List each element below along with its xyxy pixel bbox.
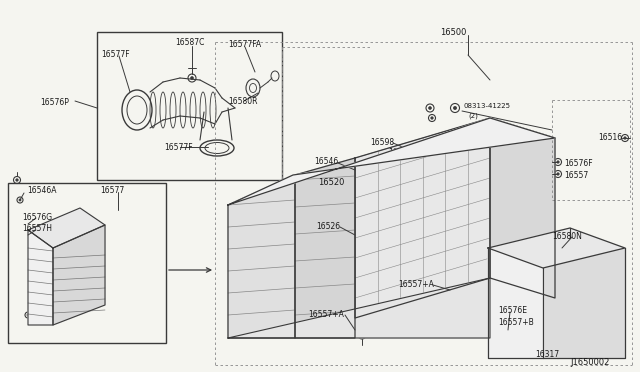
Ellipse shape (474, 137, 502, 167)
Polygon shape (488, 228, 625, 268)
Circle shape (557, 354, 559, 356)
Text: 16520: 16520 (318, 178, 344, 187)
Circle shape (507, 351, 509, 353)
Circle shape (507, 331, 509, 333)
Text: 16577F: 16577F (164, 143, 193, 152)
Polygon shape (355, 118, 490, 318)
Circle shape (499, 251, 501, 253)
Polygon shape (228, 175, 295, 338)
Text: 16598: 16598 (388, 148, 412, 157)
Text: 16576F: 16576F (564, 159, 593, 168)
Circle shape (19, 199, 21, 201)
Text: 08313-41225: 08313-41225 (463, 103, 510, 109)
Text: 16557+B: 16557+B (498, 318, 534, 327)
Text: 16557: 16557 (564, 171, 588, 180)
Text: (2): (2) (468, 112, 478, 119)
Polygon shape (228, 278, 490, 338)
Bar (8, 183, 166, 343)
Circle shape (557, 161, 559, 163)
Text: 16598: 16598 (370, 138, 394, 147)
Text: 16557H: 16557H (22, 224, 52, 233)
Circle shape (604, 351, 606, 353)
Text: 16317: 16317 (535, 350, 559, 359)
Text: 16546: 16546 (314, 157, 339, 166)
Text: 16577FA: 16577FA (228, 40, 261, 49)
Text: 16557+A: 16557+A (308, 310, 344, 319)
Text: 16500: 16500 (440, 28, 467, 37)
Text: 16576E: 16576E (498, 306, 527, 315)
Circle shape (557, 173, 559, 175)
Polygon shape (543, 248, 625, 358)
Circle shape (599, 251, 601, 253)
Circle shape (459, 291, 461, 294)
Circle shape (16, 179, 18, 181)
Bar (97, 32, 282, 180)
Text: 16580N: 16580N (552, 232, 582, 241)
Text: 16557+A: 16557+A (398, 280, 434, 289)
Text: 16516: 16516 (598, 133, 622, 142)
Circle shape (429, 107, 431, 109)
Circle shape (624, 137, 626, 139)
Text: 16577: 16577 (100, 186, 124, 195)
Circle shape (453, 106, 456, 110)
Circle shape (431, 117, 433, 119)
Circle shape (27, 314, 29, 316)
Text: 16576G: 16576G (22, 213, 52, 222)
Text: 16576P: 16576P (40, 98, 69, 107)
Polygon shape (488, 248, 543, 358)
Circle shape (360, 334, 364, 336)
Text: 16587C: 16587C (175, 38, 204, 47)
Polygon shape (295, 158, 355, 338)
Polygon shape (28, 208, 105, 248)
Text: 16577F: 16577F (101, 50, 130, 59)
Polygon shape (53, 225, 105, 325)
Text: 16546A: 16546A (27, 186, 56, 195)
Polygon shape (490, 118, 555, 298)
Polygon shape (228, 118, 555, 205)
Text: 22680X: 22680X (458, 133, 487, 142)
Text: 16526: 16526 (316, 222, 340, 231)
Text: 16580R: 16580R (228, 97, 257, 106)
Circle shape (191, 77, 193, 79)
Polygon shape (28, 230, 53, 325)
Text: J1650002: J1650002 (570, 358, 609, 367)
